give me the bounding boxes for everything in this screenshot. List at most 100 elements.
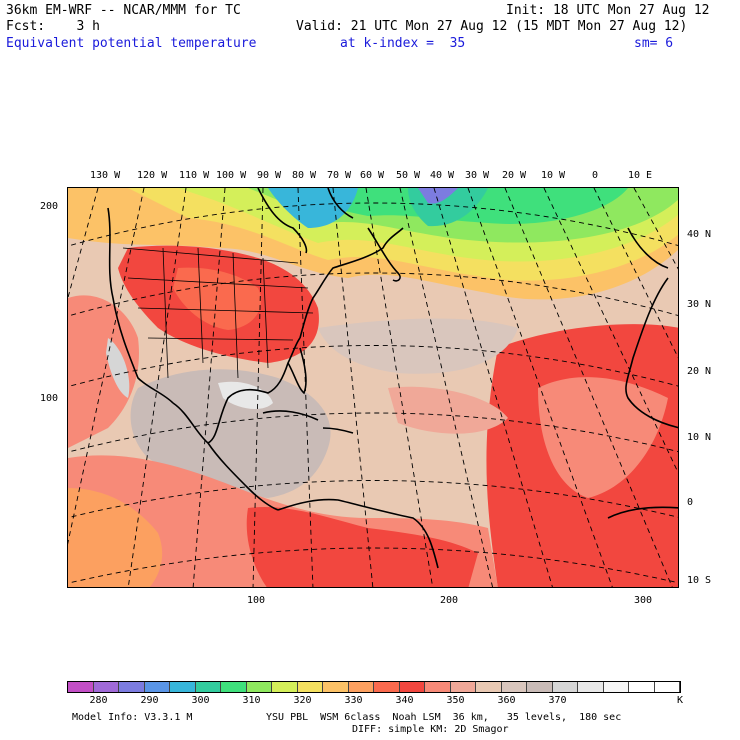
parallel-line (68, 412, 678, 453)
meridian-line (192, 188, 226, 587)
meridian-line (399, 188, 493, 587)
colorbar-unit: K (677, 695, 684, 706)
coastline-central-america (207, 442, 279, 511)
colorbar-tick-label: 370 (548, 695, 567, 706)
colorbar-tick-label: 330 (344, 695, 363, 706)
colorbar-cell (323, 682, 349, 692)
level-label: at k-index = 35 (340, 36, 466, 51)
grid-x-label: 300 (634, 595, 653, 606)
lat-label: 10 N (687, 432, 712, 443)
coastline-west (107, 207, 174, 404)
colorbar-cell (272, 682, 298, 692)
coastline-east (299, 227, 404, 339)
model-info: Model Info: V3.3.1 M (72, 712, 193, 723)
coastline-gulf (172, 337, 301, 444)
colorbar-cell (68, 682, 94, 692)
lon-label: 110 W (179, 170, 210, 181)
parallel-line (68, 345, 678, 388)
field-cold-purple (418, 188, 458, 204)
lon-label: 30 W (465, 170, 490, 181)
smoothing-label: sm= 6 (634, 36, 674, 51)
lon-label: 0 (592, 170, 599, 181)
grid-y-label: 200 (40, 201, 59, 212)
meridian-line (633, 188, 678, 270)
lon-label: 10 E (628, 170, 653, 181)
colorbar-cell (450, 682, 476, 692)
field-us-hot-core (173, 267, 262, 330)
meridian-line (504, 188, 673, 587)
lon-label: 40 W (430, 170, 455, 181)
field-south-red (246, 507, 478, 587)
field-mexico-gray (106, 338, 130, 398)
colorbar-cell (119, 682, 145, 692)
lat-label: 20 N (687, 366, 712, 377)
colorbar-cell (221, 682, 247, 692)
colorbar-cell (170, 682, 196, 692)
meridian-line (332, 188, 374, 587)
meridian-line (433, 188, 553, 587)
colorbar-cell (399, 682, 425, 692)
lon-label: 80 W (292, 170, 317, 181)
forecast-hour: Fcst: 3 h (6, 19, 100, 34)
coastline-africa (625, 227, 678, 429)
coastlines (107, 188, 678, 569)
colorbar-cell (603, 682, 629, 692)
grid-x-label: 200 (440, 595, 459, 606)
valid-time: Valid: 21 UTC Mon 27 Aug 12 (15 MDT Mon … (296, 19, 688, 34)
theta-e-map (67, 187, 679, 588)
lon-label: 130 W (90, 170, 121, 181)
colorbar-cell (476, 682, 502, 692)
init-time: Init: 18 UTC Mon 27 Aug 12 (506, 3, 710, 18)
colorbar-tick-label: 280 (89, 695, 108, 706)
colorbar-cell (629, 682, 655, 692)
colorbar-tick-label: 290 (140, 695, 159, 706)
coastline-florida (287, 347, 307, 395)
colorbar (67, 681, 681, 693)
meridian-line (467, 188, 613, 587)
coastline-south-america (277, 498, 439, 569)
colorbar-tick-label: 320 (293, 695, 312, 706)
field-gulf-gray (130, 369, 331, 498)
graticule (68, 188, 678, 587)
colorbar-cell (578, 682, 604, 692)
colorbar-cell (374, 682, 400, 692)
colorbar-tick-label: 310 (242, 695, 261, 706)
map-field (68, 188, 678, 587)
physics-info: YSU PBL WSM 6class Noah LSM 36 km, 35 le… (266, 712, 622, 723)
colorbar-cell (144, 682, 170, 692)
field-central-pink (388, 386, 508, 434)
colorbar-cell (501, 682, 527, 692)
field-cool-blue (268, 188, 358, 228)
colorbar-cell (654, 682, 680, 692)
colorbar-cell (246, 682, 272, 692)
grid-y-label: 100 (40, 393, 59, 404)
lon-label: 60 W (360, 170, 385, 181)
field-pacific-orange (68, 488, 163, 587)
parallel-line (68, 547, 678, 584)
meridian-line (127, 188, 187, 587)
parallel-line (68, 480, 678, 519)
meridian-line (543, 188, 678, 474)
meridian-line (252, 188, 264, 587)
meridian-line (365, 188, 434, 587)
parallel-line (68, 272, 678, 317)
model-title: 36km EM-WRF -- NCAR/MMM for TC (6, 3, 241, 18)
colorbar-tick-label: 360 (497, 695, 516, 706)
lat-label: 10 S (687, 575, 712, 586)
colorbar-cell (93, 682, 119, 692)
state-lines (122, 247, 314, 379)
colorbar-cell (425, 682, 451, 692)
field-name: Equivalent potential temperature (6, 36, 257, 51)
lon-label: 20 W (502, 170, 527, 181)
lat-label: 0 (687, 497, 694, 508)
lon-label: 100 W (216, 170, 247, 181)
field-central-band (318, 318, 518, 374)
lon-label: 120 W (137, 170, 168, 181)
colorbar-cell (348, 682, 374, 692)
colorbar-cell (195, 682, 221, 692)
colorbar-tick-label: 300 (191, 695, 210, 706)
lon-label: 50 W (396, 170, 421, 181)
colorbar-cell (527, 682, 553, 692)
coastline-caribbean (262, 410, 354, 434)
state-boundaries (122, 247, 314, 379)
